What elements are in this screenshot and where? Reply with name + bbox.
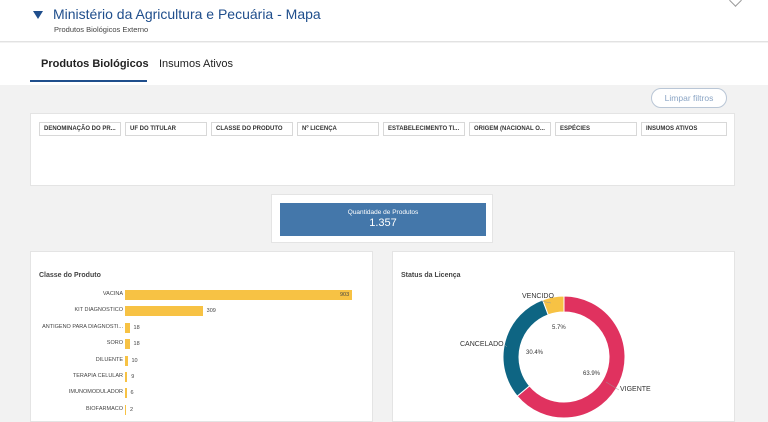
bar[interactable]: [125, 372, 128, 382]
slice-label-cancelado: CANCELADO: [460, 341, 504, 348]
leader-line: [504, 344, 508, 348]
filter-insumos-ativos[interactable]: INSUMOS ATIVOS: [641, 122, 727, 136]
bar-chart-title: Classe do Produto: [39, 272, 101, 279]
bar[interactable]: [125, 404, 126, 415]
filter-uf-titular[interactable]: UF DO TITULAR: [125, 122, 207, 136]
bar[interactable]: [125, 388, 127, 399]
donut-slice-cancelado[interactable]: [502, 299, 549, 397]
bar-category-label: TERAPIA CELULAR: [72, 373, 123, 379]
kpi-tile[interactable]: Quantidade de Produtos 1.357: [280, 203, 486, 236]
leader-line: [540, 300, 552, 304]
bar-value-label: 2: [130, 406, 134, 413]
kpi-card: Quantidade de Produtos 1.357: [271, 194, 493, 243]
bar[interactable]: [125, 355, 128, 366]
donut-slice-vigente[interactable]: [516, 295, 626, 419]
chevron-down-icon[interactable]: [729, 0, 742, 7]
slice-pct-vencido: 5.7%: [552, 325, 566, 331]
filter-especies[interactable]: ESPÉCIES: [555, 122, 637, 136]
bar[interactable]: [125, 339, 130, 350]
leader-line: [605, 381, 620, 391]
classe-produto-chart[interactable]: Classe do Produto VACINA 903 KIT DIAGNÓSTI…: [30, 251, 373, 422]
tab-produtos-biologicos[interactable]: Produtos Biológicos: [41, 58, 149, 70]
filter-classe-produto[interactable]: CLASSE DO PRODUTO: [211, 122, 293, 136]
slice-pct-cancelado: 30.4%: [526, 350, 544, 356]
bar-value-label: 18: [133, 324, 140, 331]
donut-chart[interactable]: [393, 252, 736, 422]
bar-category-label: KIT DIAGNÓSTICO: [74, 307, 124, 314]
slice-pct-vigente: 63.9%: [583, 371, 601, 377]
bar-value-label: 6: [130, 390, 134, 397]
bar-category-label: SORO: [106, 340, 123, 347]
bar[interactable]: [125, 322, 130, 333]
bar-category-label: BIOFÁRMACO: [86, 405, 123, 412]
slice-label-vencido: VENCIDO: [522, 293, 554, 300]
bar-category-label: ANTÍGENO PARA DIAGNÓSTI...: [42, 323, 123, 330]
slice-label-vigente: VIGENTE: [620, 386, 651, 393]
bar[interactable]: [125, 306, 203, 317]
bar-value-label: 10: [131, 357, 138, 364]
donut-chart-title: Status da Licença: [401, 272, 461, 279]
kpi-label: Quantidade de Produtos: [347, 209, 419, 216]
bar-value-label: 903: [340, 292, 350, 298]
app-header: Ministério da Agricultura e Pecuária - M…: [0, 0, 768, 42]
collapse-arrow-icon[interactable]: [33, 11, 43, 19]
bar-value-label: 18: [133, 341, 140, 348]
app-subtitle: Produtos Biológicos Externo: [54, 25, 149, 34]
donut-slice-vencido[interactable]: [541, 295, 565, 316]
clear-filters-button[interactable]: Limpar filtros: [651, 88, 727, 108]
bar-category-label: DILUENTE: [95, 356, 123, 363]
bar-value-label: 309: [206, 308, 216, 315]
filter-numero-licenca[interactable]: Nº LICENÇA: [297, 122, 379, 136]
filter-estabelecimento[interactable]: ESTABELECIMENTO TI...: [383, 122, 465, 136]
filter-panel: DENOMINAÇÃO DO PR... UF DO TITULAR CLASS…: [30, 113, 735, 186]
bar[interactable]: [125, 290, 352, 300]
filter-denominacao[interactable]: DENOMINAÇÃO DO PR...: [39, 122, 121, 136]
app-title: Ministério da Agricultura e Pecuária - M…: [53, 6, 321, 22]
bar-category-label: VACINA: [102, 291, 123, 297]
bar-value-label: 9: [131, 374, 135, 380]
tab-insumos-ativos[interactable]: Insumos Ativos: [159, 58, 233, 70]
bar-category-label: IMUNOMODULADOR: [68, 389, 123, 396]
active-tab-indicator: [30, 80, 147, 82]
kpi-value: 1.357: [369, 217, 397, 229]
status-licenca-chart[interactable]: Status da Licença VIGENTE CANCELADO VENC…: [392, 251, 735, 422]
filter-origem[interactable]: ORIGEM (NACIONAL O...: [469, 122, 551, 136]
tab-bar: Produtos Biológicos Insumos Ativos: [0, 43, 768, 85]
